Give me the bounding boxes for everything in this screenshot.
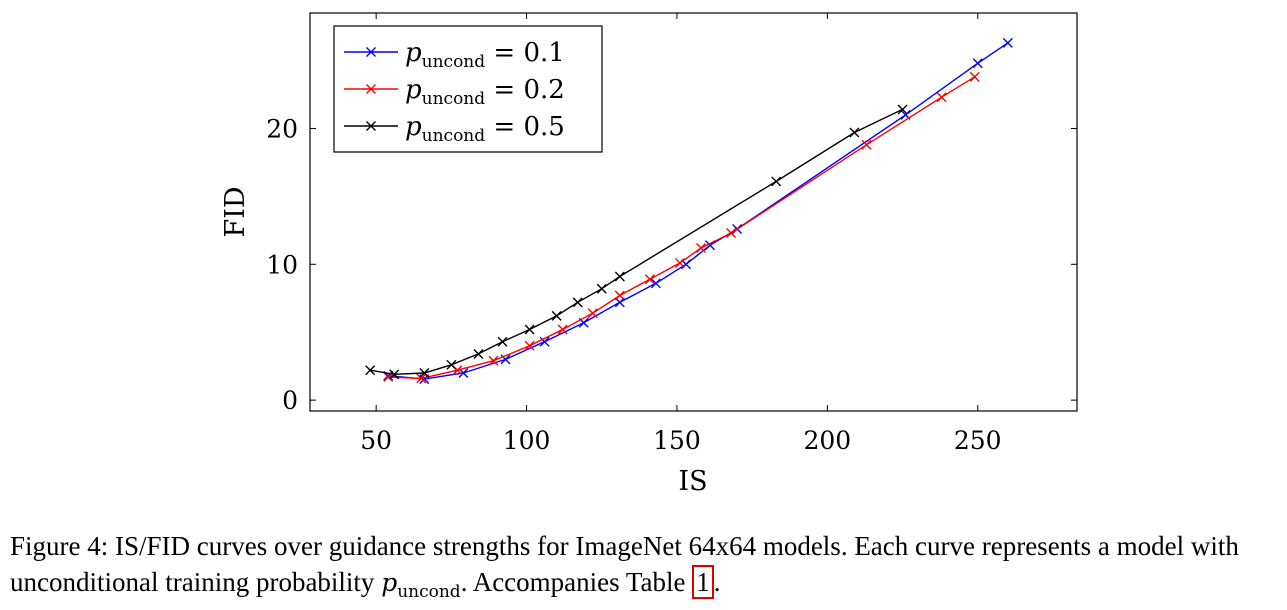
- series-line: [370, 108, 903, 376]
- data-point: [539, 336, 550, 347]
- legend-label: puncond = 0.1: [405, 38, 565, 72]
- data-point: [524, 340, 535, 351]
- legend-swatch-marker: [366, 121, 376, 131]
- series-line: [388, 42, 1009, 380]
- data-point: [551, 310, 562, 321]
- data-point: [969, 71, 980, 82]
- caption-text-2: . Accompanies Table: [460, 567, 693, 597]
- legend-entry-3: puncond = 0.5: [344, 112, 565, 146]
- caption-math-puncond: puncond: [381, 568, 461, 602]
- y-tick-label: 0: [282, 386, 298, 415]
- data-point: [614, 271, 625, 282]
- caption-text-1: Figure 4: IS/FID curves over guidance st…: [10, 531, 1239, 597]
- data-point: [674, 257, 685, 268]
- caption-text-3: .: [713, 567, 721, 597]
- data-point: [972, 58, 983, 69]
- legend-label: puncond = 0.2: [405, 75, 565, 109]
- data-point: [557, 324, 568, 335]
- legend-label: puncond = 0.5: [405, 112, 565, 146]
- data-point: [416, 373, 427, 384]
- data-point: [897, 104, 908, 115]
- data-point: [861, 139, 872, 150]
- data-point: [644, 274, 655, 285]
- data-point: [572, 297, 583, 308]
- data-point: [473, 348, 484, 359]
- x-tick-label: 150: [653, 426, 701, 455]
- data-point: [849, 127, 860, 138]
- data-point: [419, 367, 430, 378]
- axis-ticks: [310, 13, 1077, 411]
- x-tick-label: 100: [503, 426, 551, 455]
- series-3: [365, 104, 908, 380]
- y-tick-label: 20: [266, 114, 298, 143]
- data-point: [497, 336, 508, 347]
- tick-labels: 50 100 150 200 250 0 10 20: [266, 114, 1001, 455]
- data-point: [1002, 37, 1013, 48]
- data-point: [446, 359, 457, 370]
- y-axis-label: FID: [220, 186, 251, 237]
- data-point: [936, 92, 947, 103]
- data-point: [696, 243, 707, 253]
- data-point: [488, 355, 499, 366]
- series-1: [383, 37, 1013, 385]
- data-point: [596, 283, 607, 294]
- data-point: [587, 308, 598, 319]
- data-point: [614, 290, 625, 301]
- is-fid-chart: 50 100 150 200 250 0 10 20 IS FID puncond = 0.1…: [220, 12, 1078, 497]
- legend-entry-2: puncond = 0.2: [344, 75, 565, 109]
- data-point: [726, 228, 737, 239]
- legend-entry-1: puncond = 0.1: [344, 38, 565, 72]
- legend-swatch-marker: [366, 47, 376, 57]
- data-point: [524, 324, 535, 335]
- legend-swatch-marker: [366, 84, 376, 94]
- x-tick-label: 50: [360, 426, 392, 455]
- x-tick-label: 200: [803, 426, 851, 455]
- figure-caption: Figure 4: IS/FID curves over guidance st…: [10, 528, 1280, 610]
- data-point: [650, 278, 661, 289]
- series-2: [383, 71, 980, 384]
- table-ref-link[interactable]: 1: [692, 565, 714, 599]
- x-axis-label: IS: [678, 466, 707, 497]
- x-tick-label: 250: [954, 426, 1002, 455]
- plot-frame: [309, 12, 1078, 412]
- series-layer: [365, 37, 1013, 385]
- data-point: [365, 365, 376, 376]
- y-tick-label: 10: [266, 250, 298, 279]
- data-point: [389, 369, 400, 380]
- data-point: [771, 176, 782, 187]
